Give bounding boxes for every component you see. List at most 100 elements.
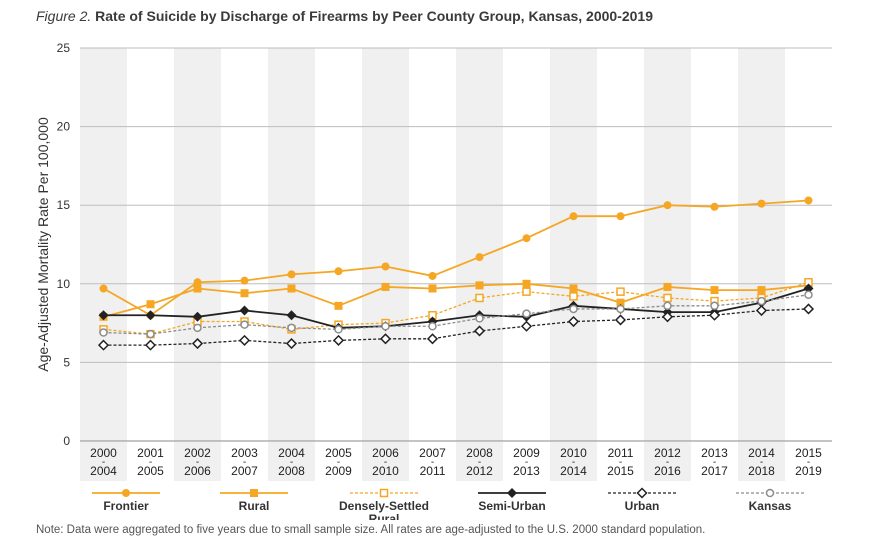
x-tick-label-end: 2004 (90, 464, 117, 478)
data-point-frontier (757, 199, 766, 208)
x-tick-label-end: 2012 (466, 464, 493, 478)
legend-marker-urban (636, 487, 648, 499)
data-point-rural (569, 284, 578, 293)
data-point-frontier (616, 212, 625, 221)
data-point-kansas (193, 323, 202, 333)
x-tick-label-start: 2011 (608, 446, 634, 460)
data-point-kansas (146, 329, 155, 339)
x-tick-separator: - (619, 457, 622, 468)
data-point-kansas (381, 321, 390, 331)
x-tick-label-start: 2000 (90, 446, 117, 460)
data-point-urban (614, 314, 627, 326)
data-point-kansas (522, 309, 531, 318)
data-point-urban (332, 334, 345, 346)
x-tick-label-start: 2002 (184, 446, 211, 460)
x-label-band (174, 442, 221, 481)
x-tick-label-start: 2012 (654, 446, 681, 460)
data-point-semi-urban (803, 283, 814, 294)
data-point-rural (475, 281, 484, 290)
data-point-densely-settled-rural (522, 287, 531, 296)
x-tick-label-end: 2010 (372, 464, 399, 478)
data-point-rural (334, 301, 343, 310)
data-point-rural (710, 286, 719, 295)
chart-title: Figure 2. Rate of Suicide by Discharge o… (36, 8, 653, 24)
data-point-rural (146, 300, 155, 309)
x-tick-label-end: 2016 (654, 464, 681, 478)
data-point-urban (567, 315, 580, 328)
data-point-kansas (428, 321, 437, 331)
data-point-densely-settled-rural (475, 293, 484, 303)
chart-title-text: Rate of Suicide by Discharge of Firearms… (95, 8, 654, 24)
x-tick-separator: - (384, 457, 387, 468)
data-point-urban (661, 311, 674, 323)
legend-label-densely-settled-rural: Rural (369, 512, 400, 520)
background-band (362, 48, 409, 441)
data-point-rural (381, 282, 390, 291)
data-point-frontier (240, 276, 249, 285)
data-point-kansas (240, 320, 249, 329)
data-point-densely-settled-rural (569, 292, 578, 301)
data-point-kansas (757, 296, 766, 306)
x-tick-label-start: 2005 (325, 446, 352, 460)
x-tick-separator: - (478, 457, 481, 468)
data-point-urban (755, 304, 768, 317)
background-band (80, 48, 127, 441)
series-line-semi-urban (103, 287, 809, 329)
legend-label-frontier: Frontier (103, 499, 149, 513)
x-tick-separator: - (666, 457, 669, 468)
background-band (738, 48, 785, 441)
data-point-rural (240, 289, 249, 298)
y-tick-label: 10 (57, 277, 71, 291)
data-point-kansas (99, 328, 108, 337)
data-point-frontier (663, 201, 672, 210)
data-point-rural (428, 284, 437, 293)
y-tick-label: 5 (63, 355, 70, 369)
background-band (268, 48, 315, 441)
footnote: Note: Data were aggregated to five years… (36, 524, 706, 536)
data-point-kansas (804, 290, 813, 300)
data-point-urban (285, 337, 298, 350)
data-point-rural (522, 279, 531, 288)
data-point-kansas (287, 323, 296, 333)
data-point-frontier (522, 234, 531, 243)
x-tick-label-start: 2008 (466, 446, 493, 460)
data-point-rural (193, 284, 202, 293)
data-point-frontier (381, 262, 390, 271)
series-line-densely-settled-rural (103, 281, 809, 335)
data-point-kansas (663, 301, 672, 311)
x-tick-label-end: 2006 (184, 464, 211, 478)
data-point-frontier (475, 253, 484, 262)
data-point-kansas (616, 304, 625, 314)
x-tick-separator: - (290, 457, 293, 468)
x-tick-label-end: 2009 (325, 464, 352, 478)
data-point-urban (379, 333, 392, 345)
x-label-band (268, 442, 315, 481)
data-point-urban (473, 325, 486, 337)
x-tick-label-start: 2013 (701, 446, 728, 460)
x-tick-label-start: 2015 (795, 446, 822, 460)
data-point-frontier (428, 271, 437, 280)
x-tick-separator: - (807, 457, 810, 468)
legend-marker-kansas (765, 488, 775, 498)
data-point-rural (287, 284, 296, 293)
background-band (550, 48, 597, 441)
data-point-semi-urban (286, 310, 297, 321)
x-tick-label-start: 2009 (513, 446, 540, 460)
x-tick-label-end: 2014 (560, 464, 587, 478)
series-line-kansas (103, 294, 809, 335)
background-band (644, 48, 691, 441)
legend-marker-frontier (122, 489, 130, 497)
data-point-rural (616, 298, 625, 307)
y-tick-label: 0 (63, 434, 70, 448)
data-point-densely-settled-rural (616, 287, 625, 296)
series-line-rural (103, 282, 809, 318)
x-tick-label-start: 2010 (560, 446, 587, 460)
y-tick-label: 25 (57, 41, 71, 55)
legend-label-densely-settled-rural: Densely-Settled (339, 499, 429, 513)
data-point-kansas (569, 304, 578, 314)
data-point-kansas (710, 301, 719, 311)
x-tick-label-start: 2014 (748, 446, 775, 460)
data-point-urban (426, 333, 439, 345)
x-tick-separator: - (760, 457, 763, 468)
data-point-frontier (99, 284, 108, 293)
